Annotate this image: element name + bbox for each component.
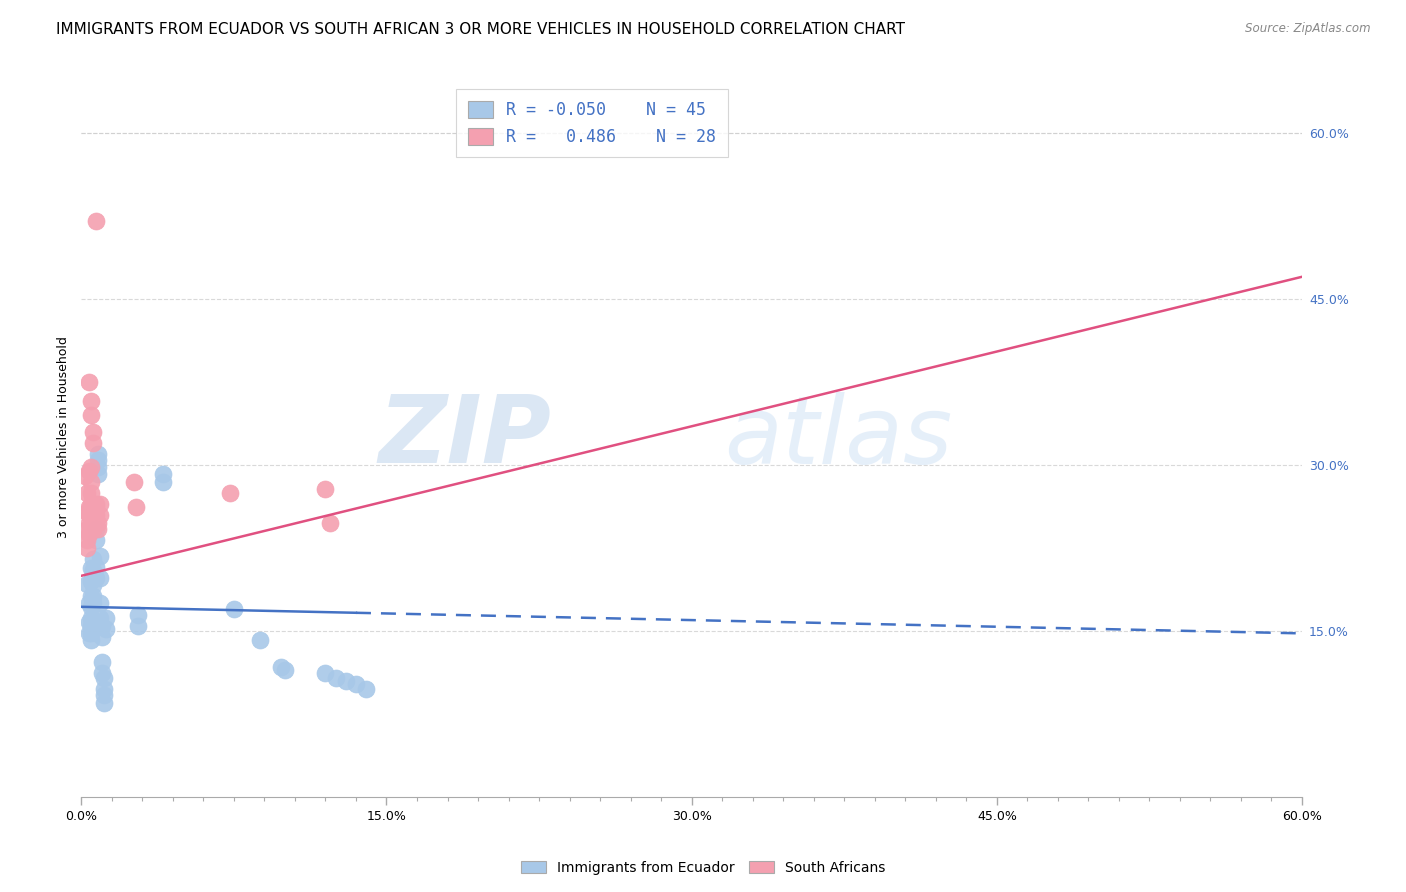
Point xyxy=(90,630,112,644)
Legend: Immigrants from Ecuador, South Africans: Immigrants from Ecuador, South Africans xyxy=(516,855,890,880)
Point xyxy=(90,655,112,669)
Point xyxy=(76,533,98,548)
Point xyxy=(93,696,115,710)
Point xyxy=(344,677,367,691)
Point xyxy=(80,626,103,640)
Point xyxy=(82,522,104,536)
Point xyxy=(152,467,174,481)
Point xyxy=(80,561,103,575)
Point xyxy=(318,516,340,530)
Point xyxy=(76,485,98,500)
Point xyxy=(82,597,104,611)
Point xyxy=(82,563,104,577)
Point xyxy=(314,483,336,497)
Point xyxy=(89,497,111,511)
Point xyxy=(84,560,107,574)
Point xyxy=(80,475,103,489)
Point xyxy=(79,597,101,611)
Point xyxy=(127,618,149,632)
Point xyxy=(89,611,111,625)
Point xyxy=(93,671,115,685)
Point xyxy=(82,425,104,439)
Point xyxy=(86,460,108,475)
Point xyxy=(76,505,98,519)
Point xyxy=(84,533,107,548)
Point xyxy=(80,485,103,500)
Point xyxy=(270,659,292,673)
Point xyxy=(125,500,148,515)
Y-axis label: 3 or more Vehicles in Household: 3 or more Vehicles in Household xyxy=(58,336,70,538)
Point xyxy=(80,497,103,511)
Point xyxy=(75,469,97,483)
Legend: R = -0.050    N = 45, R =   0.486    N = 28: R = -0.050 N = 45, R = 0.486 N = 28 xyxy=(456,89,727,157)
Point xyxy=(80,574,103,589)
Point xyxy=(80,505,103,519)
Point xyxy=(152,475,174,489)
Point xyxy=(84,522,107,536)
Point xyxy=(218,485,240,500)
Point xyxy=(82,516,104,530)
Point xyxy=(80,589,103,603)
Point xyxy=(89,571,111,585)
Point xyxy=(79,526,101,541)
Text: ZIP: ZIP xyxy=(378,392,551,483)
Point xyxy=(82,571,104,585)
Point xyxy=(79,464,101,478)
Point xyxy=(76,522,98,536)
Point xyxy=(84,214,107,228)
Point xyxy=(86,452,108,467)
Point xyxy=(84,500,107,515)
Point xyxy=(80,393,103,408)
Point xyxy=(80,611,103,625)
Point xyxy=(79,516,101,530)
Point xyxy=(79,375,101,389)
Point xyxy=(80,618,103,632)
Point xyxy=(325,671,347,685)
Point xyxy=(93,681,115,696)
Point xyxy=(79,508,101,522)
Point xyxy=(86,522,108,536)
Point xyxy=(94,622,117,636)
Point xyxy=(93,689,115,703)
Point xyxy=(89,508,111,522)
Point xyxy=(222,602,245,616)
Point xyxy=(82,589,104,603)
Point xyxy=(89,549,111,563)
Point xyxy=(94,611,117,625)
Text: Source: ZipAtlas.com: Source: ZipAtlas.com xyxy=(1246,22,1371,36)
Text: atlas: atlas xyxy=(724,392,952,483)
Point xyxy=(76,576,98,591)
Point xyxy=(84,508,107,522)
Point xyxy=(82,436,104,450)
Point xyxy=(86,467,108,481)
Point xyxy=(274,663,297,677)
Point xyxy=(314,666,336,681)
Point xyxy=(89,597,111,611)
Point xyxy=(80,599,103,614)
Point xyxy=(79,500,101,515)
Text: IMMIGRANTS FROM ECUADOR VS SOUTH AFRICAN 3 OR MORE VEHICLES IN HOUSEHOLD CORRELA: IMMIGRANTS FROM ECUADOR VS SOUTH AFRICAN… xyxy=(56,22,905,37)
Point xyxy=(80,460,103,475)
Point xyxy=(82,577,104,591)
Point xyxy=(80,408,103,422)
Point xyxy=(354,681,377,696)
Point xyxy=(249,633,271,648)
Point xyxy=(90,666,112,681)
Point xyxy=(127,607,149,622)
Point xyxy=(82,552,104,566)
Point xyxy=(84,571,107,585)
Point xyxy=(90,618,112,632)
Point xyxy=(80,633,103,648)
Point xyxy=(84,497,107,511)
Point xyxy=(76,541,98,555)
Point xyxy=(79,626,101,640)
Point xyxy=(335,673,357,688)
Point xyxy=(86,447,108,461)
Point xyxy=(122,475,145,489)
Point xyxy=(82,522,104,536)
Point xyxy=(79,615,101,630)
Point xyxy=(86,516,108,530)
